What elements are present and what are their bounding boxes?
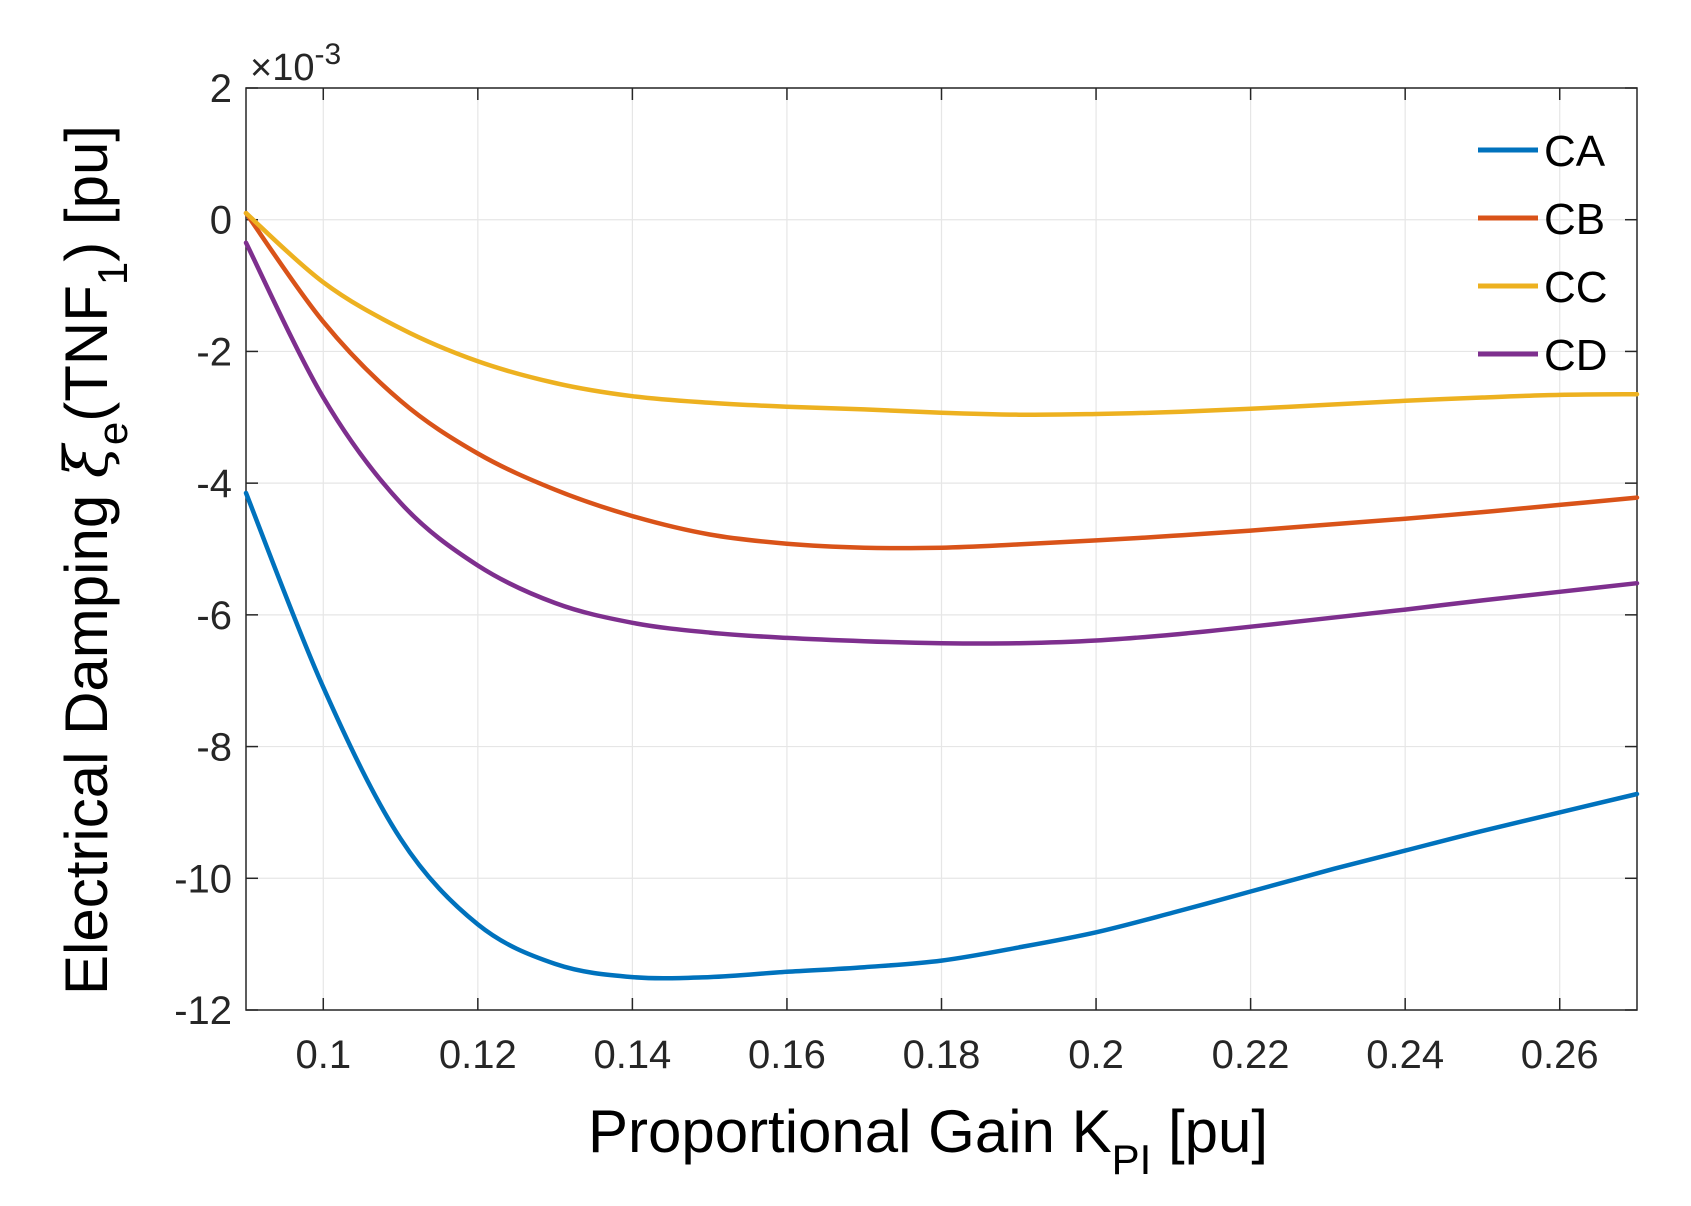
x-tick-label: 0.14 bbox=[593, 1033, 671, 1077]
y-tick-label: -10 bbox=[174, 857, 232, 901]
series-lines bbox=[243, 210, 1640, 981]
x-tick-label: 0.26 bbox=[1521, 1033, 1599, 1077]
legend-label-cc: CC bbox=[1544, 263, 1608, 312]
y-axis-title: Electrical Damping ξe(TNF1) [pu] bbox=[52, 125, 136, 995]
y-exponent-label: ×10-3 bbox=[250, 38, 341, 89]
y-tick-label: 2 bbox=[210, 67, 232, 111]
legend-label-ca: CA bbox=[1544, 127, 1606, 176]
x-tick-label: 0.24 bbox=[1366, 1033, 1444, 1077]
y-tick-label: -8 bbox=[196, 726, 232, 770]
x-tick-label: 0.2 bbox=[1068, 1033, 1124, 1077]
x-tick-label: 0.22 bbox=[1212, 1033, 1290, 1077]
x-tick-label: 0.16 bbox=[748, 1033, 826, 1077]
y-tick-label: -4 bbox=[196, 462, 232, 506]
y-tick-label: -12 bbox=[174, 989, 232, 1033]
series-line-cb bbox=[243, 210, 1640, 551]
y-tick-label: -6 bbox=[196, 594, 232, 638]
ticks: 0.1 0.12 0.14 0.16 0.18 0.2 0.22 0.24 0.26 2 0 -2 -4… bbox=[174, 67, 1637, 1077]
series-line-ca bbox=[243, 490, 1640, 981]
y-tick-label: -2 bbox=[196, 330, 232, 374]
series-line-cc bbox=[243, 210, 1640, 417]
series-line-cd bbox=[243, 240, 1640, 646]
x-tick-label: 0.12 bbox=[439, 1033, 517, 1077]
legend-label-cb: CB bbox=[1544, 195, 1605, 244]
y-tick-label: 0 bbox=[210, 199, 232, 243]
legend: CA CB CC CD bbox=[1478, 127, 1608, 380]
legend-label-cd: CD bbox=[1544, 331, 1608, 380]
x-axis-title: Proportional Gain KPI [pu] bbox=[588, 1098, 1268, 1183]
x-tick-label: 0.1 bbox=[295, 1033, 351, 1077]
x-tick-label: 0.18 bbox=[903, 1033, 981, 1077]
